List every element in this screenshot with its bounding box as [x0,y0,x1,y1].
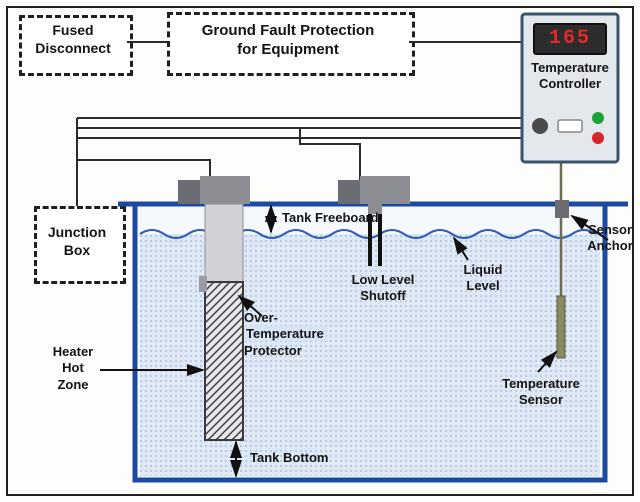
tank [118,204,628,480]
tank-bottom-label: Tank Bottom [250,450,328,466]
temp-sensor-label: Temperature Sensor [486,376,596,409]
heater-hot-zone-label: Heater Hot Zone [40,344,106,393]
text: Heater [53,344,93,359]
text: Sensor [588,222,632,237]
text: Protector [244,343,302,358]
controller-label: Temperature Controller [518,60,622,93]
text: Controller [539,76,601,91]
text: Temperature [531,60,609,75]
text: Zone [57,377,88,392]
text: Temperature [502,376,580,391]
over-temp-label: Over- Temperature Protector [244,310,354,359]
low-level-label: Low Level Shutoff [338,272,428,305]
tank-freeboard-label: Tank Freeboard [282,210,379,226]
controller-display: 165 [534,26,606,51]
text: Anchor [587,238,633,253]
wires [77,42,560,206]
text: Hot [62,360,84,375]
text: Over- [244,310,278,325]
text: Low Level [352,272,415,287]
sensor-anchor-label: Sensor Anchor [580,222,640,255]
text: Level [466,278,499,293]
text: Shutoff [360,288,405,303]
text: Liquid [464,262,503,277]
text: Sensor [519,392,563,407]
text: Temperature [244,326,326,341]
liquid-level-label: Liquid Level [448,262,518,295]
